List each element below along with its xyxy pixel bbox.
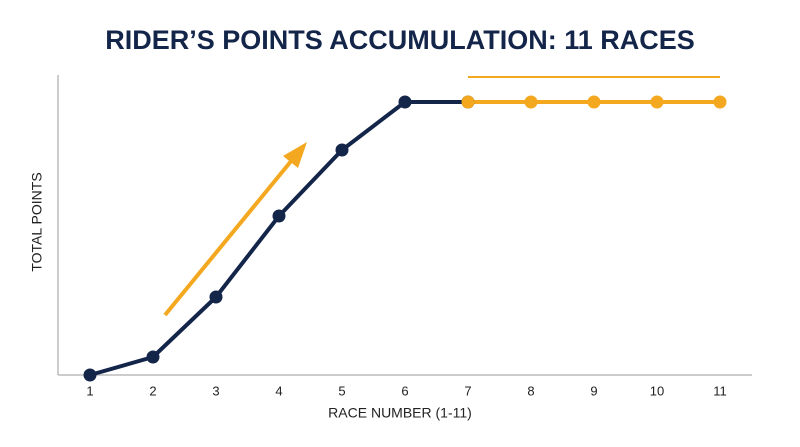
- x-tick-label: 3: [212, 383, 219, 398]
- trend-arrow-head: [283, 142, 307, 168]
- x-tick-label: 2: [149, 383, 156, 398]
- point: [335, 143, 349, 157]
- x-axis-label: RACE NUMBER (1-11): [328, 405, 472, 421]
- x-tick-label: 5: [338, 383, 345, 398]
- x-tick-label: 11: [713, 383, 727, 398]
- y-axis-label: TOTAL POINTS: [29, 172, 45, 271]
- x-tick-label: 7: [464, 383, 471, 398]
- chart-title: RIDER’S POINTS ACCUMULATION: 11 RACES: [105, 25, 695, 55]
- x-tick-label: 1: [86, 383, 93, 398]
- x-tick-label: 4: [275, 383, 282, 398]
- x-tick-label: 10: [650, 383, 664, 398]
- point: [461, 95, 475, 109]
- x-tick-label: 9: [590, 383, 597, 398]
- point: [272, 209, 286, 223]
- point: [83, 368, 97, 382]
- point: [713, 95, 727, 109]
- x-tick-label: 8: [527, 383, 534, 398]
- point: [146, 350, 160, 364]
- point: [587, 95, 601, 109]
- line: [89, 100, 468, 377]
- point: [209, 290, 223, 304]
- point: [398, 95, 412, 109]
- x-tick-label: 6: [401, 383, 408, 398]
- point: [524, 95, 538, 109]
- trend-arrow: [163, 158, 294, 317]
- point: [650, 95, 664, 109]
